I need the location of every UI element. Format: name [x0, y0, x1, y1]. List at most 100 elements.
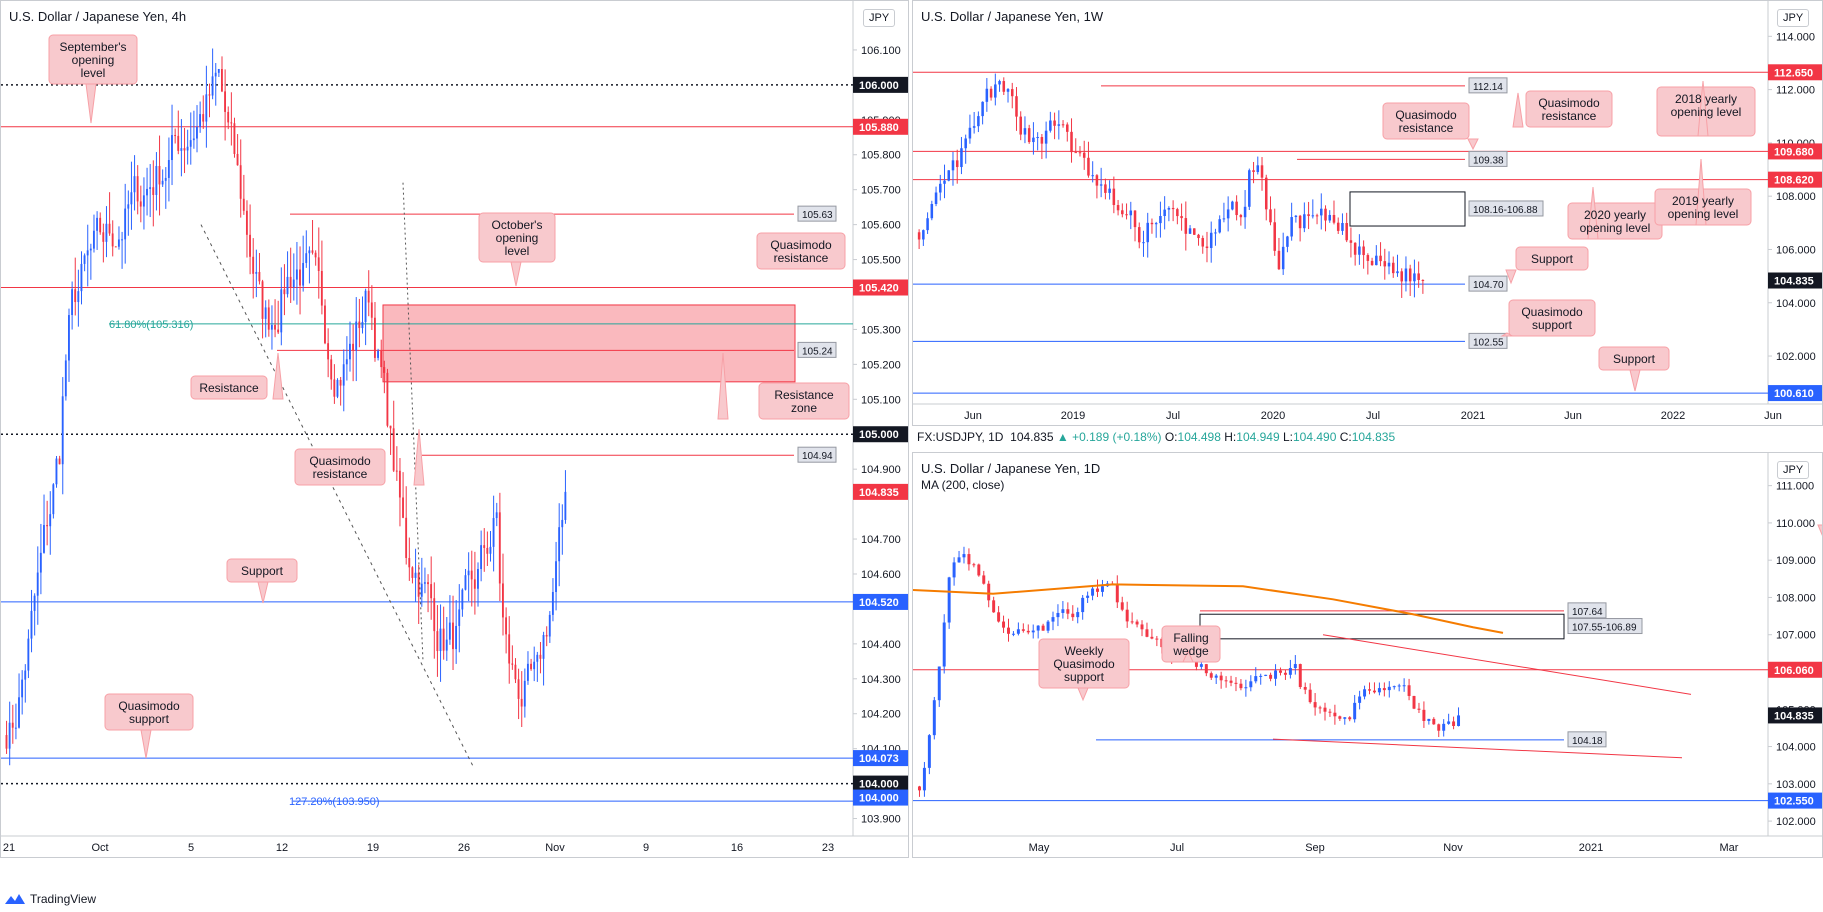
- candle-body: [49, 514, 52, 527]
- candle-body: [1417, 708, 1421, 710]
- candle-body: [289, 276, 292, 288]
- candle-body: [1332, 214, 1336, 223]
- candle-body: [105, 223, 108, 242]
- candle-body: [1382, 688, 1386, 691]
- candle-body: [480, 545, 483, 569]
- candle-body: [539, 654, 542, 659]
- candle-body: [1313, 702, 1317, 708]
- candle-body: [1417, 273, 1420, 280]
- candle-body: [1176, 209, 1179, 217]
- candle-body: [220, 68, 223, 92]
- candle-body: [455, 625, 458, 650]
- annotation-pointer: [140, 729, 152, 759]
- annotation-label: zone: [791, 401, 817, 415]
- candle-body: [1218, 219, 1221, 233]
- candle-body: [392, 428, 395, 471]
- ohlc-close: 104.835: [1351, 430, 1396, 444]
- candle-body: [498, 512, 501, 584]
- candle-body: [483, 545, 486, 548]
- y-tick-label: 104.200: [861, 709, 901, 721]
- ohlc-readout: FX:USDJPY, 1D 104.835 ▲ +0.189 (+0.18%) …: [917, 430, 1396, 444]
- chart-1w-panel[interactable]: 114.000112.000110.000108.000106.000104.0…: [912, 0, 1823, 426]
- annotation-label: level: [81, 66, 106, 80]
- candle-body: [1387, 686, 1391, 691]
- candle-body: [39, 552, 42, 573]
- candle-body: [508, 634, 511, 664]
- candle-body: [1011, 633, 1015, 635]
- y-tick-label: 107.000: [1776, 630, 1816, 642]
- annotation-pointer: [510, 261, 522, 287]
- x-tick-label: 21: [3, 842, 15, 854]
- candle-body: [1163, 209, 1166, 217]
- annotation-label: resistance: [1542, 109, 1597, 123]
- price-label: 104.835: [1774, 276, 1814, 288]
- candle-body: [1209, 673, 1213, 678]
- candle-body: [1442, 723, 1446, 731]
- annotation-box: [1525, 90, 1613, 128]
- annotation-label: Support: [1531, 252, 1574, 266]
- candle-body: [427, 582, 429, 585]
- price-label-bg: [853, 118, 908, 135]
- candle-body: [1214, 232, 1217, 234]
- candle-body: [967, 554, 971, 565]
- currency-badge[interactable]: JPY: [1777, 9, 1810, 27]
- chart-1d-panel[interactable]: 111.000110.000109.000108.000107.000105.0…: [912, 452, 1823, 858]
- candle-body: [436, 631, 439, 652]
- candle-body: [333, 379, 336, 397]
- candle-body: [80, 263, 83, 292]
- candle-body: [998, 81, 1001, 85]
- y-tick-label: 106.000: [1776, 244, 1816, 256]
- candle-body: [180, 148, 183, 151]
- candle-body: [24, 670, 27, 680]
- y-tick-label: 102.000: [1776, 816, 1816, 828]
- candle-body: [1343, 717, 1347, 719]
- candle-body: [1315, 215, 1319, 217]
- candle-body: [127, 204, 130, 209]
- candle-body: [5, 735, 8, 749]
- candle-body: [1422, 709, 1426, 721]
- candle-body: [1293, 664, 1297, 669]
- candle-body: [495, 512, 498, 519]
- footer[interactable]: TradingView: [4, 892, 96, 906]
- candle-body: [355, 321, 358, 351]
- chart-4h-panel[interactable]: 106.100105.900105.800105.700105.600105.5…: [0, 0, 909, 858]
- currency-badge[interactable]: JPY: [863, 9, 896, 27]
- annotation-label: Support: [1613, 352, 1656, 366]
- candle-body: [968, 127, 972, 139]
- candle-body: [124, 208, 127, 240]
- x-tick-label: Jun: [964, 410, 982, 422]
- level-tag: [1567, 602, 1607, 619]
- x-tick-label: 5: [188, 842, 194, 854]
- candle-body: [249, 234, 251, 257]
- candle-body: [545, 634, 548, 637]
- candle-body: [1338, 716, 1342, 719]
- candle-body: [420, 583, 423, 597]
- candle-body: [1219, 675, 1223, 681]
- price-label-bg: [1768, 171, 1822, 188]
- candle-body: [217, 68, 220, 73]
- y-tick-label: 104.400: [861, 639, 901, 651]
- candle-body: [1413, 273, 1416, 282]
- candle-body: [987, 583, 991, 601]
- annotation-label: September's: [60, 40, 127, 54]
- candle-body: [58, 458, 61, 465]
- candle-body: [1396, 271, 1399, 274]
- price-label: 104.073: [859, 753, 899, 765]
- price-label: 104.835: [1774, 710, 1814, 722]
- candle-body: [202, 114, 205, 122]
- candle-body: [1142, 242, 1145, 244]
- level-tag: [797, 205, 837, 222]
- candle-body: [1273, 222, 1276, 251]
- tradingview-logo-icon: [5, 894, 25, 904]
- level-tag: [1468, 275, 1508, 292]
- level-tag-label: 102.55: [1473, 337, 1504, 348]
- candle-body: [411, 567, 414, 578]
- candle-body: [417, 572, 420, 597]
- y-tick-label: 109.000: [1776, 555, 1816, 567]
- candle-body: [1457, 715, 1461, 727]
- candle-body: [52, 484, 55, 515]
- price-label: 105.420: [859, 283, 899, 295]
- candle-body: [398, 470, 401, 498]
- candle-body: [89, 248, 92, 251]
- currency-badge[interactable]: JPY: [1777, 461, 1810, 479]
